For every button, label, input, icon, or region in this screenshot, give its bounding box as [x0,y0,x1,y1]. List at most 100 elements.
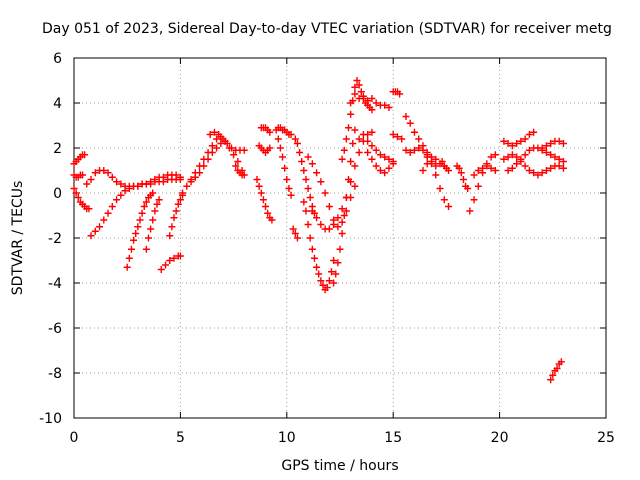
data-point [364,149,372,156]
data-point [353,77,361,84]
data-point [117,180,125,188]
series-arc-c [70,171,87,181]
data-point [155,196,163,204]
data-point [338,205,346,213]
data-point [385,164,393,172]
data-point [368,142,376,150]
data-point [517,155,525,163]
y-tick-label: 2 [53,141,62,157]
y-tick-label: -8 [48,366,62,382]
data-point [308,245,316,253]
data-point [85,205,93,213]
data-point [321,189,329,197]
data-point [296,149,304,156]
data-point [108,173,116,181]
data-point [338,218,346,226]
data-point [113,178,121,186]
data-point [372,99,380,107]
data-point [525,146,533,154]
data-point [542,167,550,174]
y-axis-label: SDTVAR / TECUs [10,181,26,296]
data-point [470,196,478,204]
series-arc-al [470,162,499,179]
data-point [368,95,376,102]
data-point [340,146,348,154]
data-point [168,223,176,231]
data-point [347,158,355,165]
data-point [553,365,561,372]
data-point [538,144,546,152]
data-point [349,140,357,147]
data-point [487,164,495,172]
data-point [257,189,265,197]
y-tick-label: -4 [48,276,62,292]
data-point [517,137,525,145]
data-point [547,164,555,172]
data-point [304,221,312,228]
data-point [432,171,440,179]
chart-title: Day 051 of 2023, Sidereal Day-to-day VTE… [42,21,612,37]
data-point [300,198,308,206]
data-point [127,245,135,253]
data-point [385,104,393,111]
series-arc-am [500,128,538,150]
data-point [157,266,165,273]
data-point [355,95,363,102]
data-point [147,225,155,233]
data-point [547,376,555,384]
data-point [521,162,529,170]
series-arc-g [142,196,163,253]
series-arc-a [70,151,89,168]
data-point [508,164,516,172]
data-point [438,158,446,165]
data-point [483,162,491,170]
data-point [376,167,384,174]
data-point [304,153,312,161]
data-point [213,135,221,143]
data-point [504,167,512,174]
data-point [479,164,487,172]
data-point [176,196,184,204]
data-point [300,167,308,174]
data-point [415,135,423,143]
data-point [466,207,474,215]
data-point [508,151,516,159]
data-point [291,230,299,237]
data-point [315,270,323,278]
data-point [336,245,344,253]
data-point [559,164,567,172]
data-point [351,126,359,134]
data-point [364,137,372,145]
data-point [87,176,95,183]
x-tick-label: 25 [597,430,615,446]
data-point [398,135,406,143]
data-point [368,106,376,114]
series-arc-n [257,124,274,136]
data-point [298,158,306,165]
series-arc-p [253,176,276,224]
series-arc-w [308,128,376,233]
data-point [525,167,533,174]
data-point [432,162,440,170]
data-point [170,254,178,262]
data-point [132,230,140,237]
data-point [162,261,170,269]
data-point [530,128,538,136]
data-point [219,135,227,143]
data-point [330,257,338,264]
data-point [72,189,80,197]
data-point [240,146,248,154]
x-tick-label: 15 [384,430,402,446]
data-point [149,189,157,197]
data-point [134,223,142,231]
data-point [266,144,274,152]
x-tick-label: 0 [70,430,79,446]
series-arc-m [232,162,248,179]
data-point [136,216,144,224]
data-point [338,155,346,163]
y-tick-label: -6 [48,321,62,337]
data-point [170,214,178,222]
data-point [153,200,161,208]
data-point [134,182,142,190]
